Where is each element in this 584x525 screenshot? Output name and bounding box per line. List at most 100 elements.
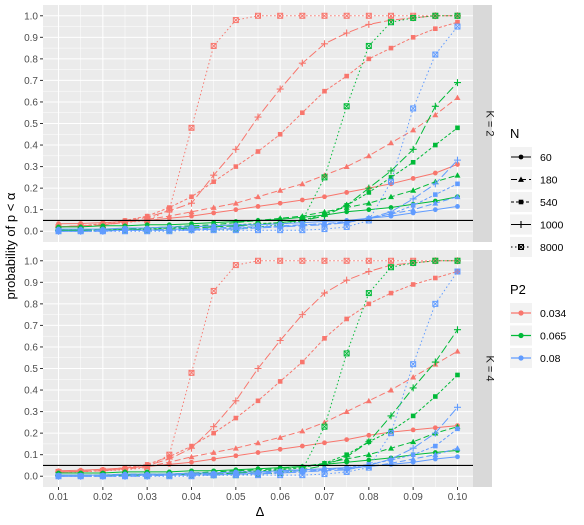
- data-point: [453, 79, 461, 87]
- data-point: [277, 215, 284, 221]
- data-point: [165, 455, 173, 463]
- data-point: [233, 415, 239, 421]
- data-point: [365, 12, 372, 19]
- legend-key-symbol: [518, 176, 524, 182]
- x-tick-label: 0.02: [93, 492, 113, 503]
- legend-label: 540: [540, 197, 558, 209]
- x-axis-title: Δ: [256, 504, 265, 519]
- data-point: [453, 156, 461, 164]
- y-tick-label: 0.0: [24, 472, 38, 483]
- y-tick-label: 1.0: [24, 11, 38, 22]
- data-point: [432, 425, 438, 431]
- data-point: [166, 206, 173, 213]
- data-point: [455, 181, 460, 187]
- data-point: [343, 163, 350, 169]
- y-tick-label: 0.4: [24, 386, 38, 397]
- data-point: [344, 209, 350, 215]
- data-point: [300, 359, 305, 365]
- data-point: [189, 459, 194, 465]
- data-point: [366, 56, 372, 62]
- data-point: [432, 451, 439, 458]
- data-point: [454, 12, 461, 19]
- data-point: [410, 35, 416, 40]
- data-point: [387, 167, 395, 175]
- data-point: [410, 187, 417, 193]
- data-point: [454, 268, 461, 275]
- y-tick-label: 1.0: [24, 256, 38, 267]
- data-point: [232, 472, 239, 479]
- data-point: [299, 257, 306, 264]
- data-point: [189, 213, 194, 219]
- y-tick-label: 0.5: [24, 119, 38, 130]
- data-point: [277, 446, 283, 452]
- data-point: [433, 26, 438, 31]
- data-point: [410, 374, 417, 380]
- x-tick-label: 0.09: [403, 492, 423, 503]
- data-point: [210, 472, 217, 479]
- data-point: [387, 178, 394, 185]
- series-group: [55, 257, 461, 480]
- data-point: [321, 257, 328, 264]
- data-point: [343, 276, 351, 284]
- data-point: [432, 456, 438, 462]
- data-point: [365, 152, 372, 159]
- data-point: [211, 210, 217, 216]
- y-tick-label: 0.9: [24, 278, 38, 289]
- data-point: [433, 394, 438, 399]
- data-point: [387, 412, 395, 420]
- data-point: [188, 227, 195, 234]
- data-point: [299, 443, 305, 449]
- series-group: [55, 12, 461, 235]
- data-point: [365, 397, 372, 404]
- data-point: [233, 207, 239, 213]
- data-point: [387, 139, 394, 146]
- data-point: [255, 257, 261, 264]
- data-point: [255, 398, 261, 404]
- data-point: [453, 403, 461, 411]
- data-point: [277, 131, 283, 137]
- y-tick-label: 0.8: [24, 54, 38, 65]
- data-point: [433, 275, 438, 281]
- data-point: [299, 472, 306, 479]
- y-tick-label: 0.7: [24, 76, 38, 87]
- data-point: [298, 59, 306, 67]
- data-point: [365, 438, 373, 446]
- data-point: [255, 450, 261, 455]
- data-point: [344, 316, 349, 322]
- data-point: [99, 473, 106, 480]
- data-point: [233, 453, 239, 459]
- data-point: [189, 194, 194, 200]
- y-tick-label: 0.5: [24, 364, 38, 375]
- data-point: [454, 23, 461, 30]
- data-point: [431, 102, 439, 110]
- data-point: [409, 444, 417, 452]
- data-point: [320, 467, 328, 475]
- data-point: [343, 350, 350, 357]
- data-point: [321, 226, 328, 233]
- x-tick-label: 0.06: [270, 492, 290, 503]
- data-point: [410, 282, 416, 287]
- data-point: [255, 193, 261, 200]
- x-tick-label: 0.08: [359, 492, 379, 503]
- data-point: [387, 193, 394, 200]
- data-point: [320, 212, 328, 220]
- data-point: [455, 204, 460, 209]
- data-point: [77, 473, 84, 480]
- y-tick-label: 0.3: [24, 407, 38, 418]
- data-point: [410, 452, 416, 457]
- data-point: [454, 172, 461, 178]
- data-point: [455, 454, 460, 460]
- legend-p2: P2 0.034 0.065 0.08: [510, 282, 566, 368]
- legend-key-symbol: [518, 154, 524, 160]
- data-point: [387, 19, 394, 26]
- data-point: [211, 179, 216, 184]
- y-tick-label: 0.0: [24, 227, 38, 238]
- data-point: [344, 190, 350, 195]
- data-point: [410, 159, 416, 165]
- data-point: [255, 149, 261, 154]
- data-point: [55, 473, 62, 480]
- data-point: [410, 126, 417, 133]
- legend-key-symbol: [518, 355, 524, 361]
- data-point: [166, 473, 173, 480]
